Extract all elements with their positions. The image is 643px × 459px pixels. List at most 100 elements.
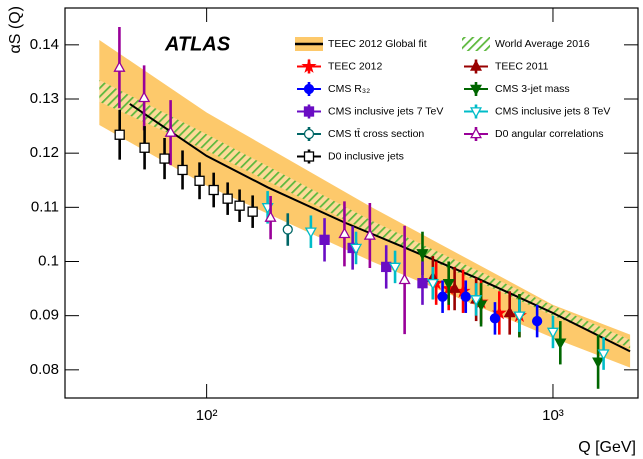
data-point — [304, 215, 317, 248]
legend-entry: CMS tt̄ cross section — [297, 127, 424, 141]
marker — [303, 151, 315, 162]
marker — [139, 142, 150, 153]
marker — [247, 206, 258, 217]
data-point — [113, 26, 126, 109]
legend-label: D0 angular correlations — [495, 128, 604, 140]
legend: TEEC 2012 Global fit World Average 2016 TE… — [295, 37, 610, 164]
marker — [470, 107, 482, 119]
legend-entry: CMS inclusive jets 7 TeV — [297, 104, 443, 119]
data-point — [264, 195, 277, 240]
marker — [159, 153, 170, 164]
data-point — [177, 150, 188, 190]
marker — [460, 291, 471, 302]
marker — [546, 327, 559, 339]
data-point — [319, 218, 330, 262]
data-point — [470, 283, 483, 316]
legend-entry: CMS 3-jet mass — [464, 82, 570, 96]
x-axis-label: Q [GeV] — [578, 439, 636, 456]
legend-label: World Average 2016 — [495, 38, 590, 50]
data-point — [208, 172, 219, 208]
data-point — [426, 266, 439, 300]
data-point — [222, 182, 233, 215]
marker — [319, 234, 330, 245]
data-point — [503, 291, 516, 335]
marker — [592, 357, 605, 369]
marker — [138, 91, 151, 103]
legend-entry: TEEC 2011 — [464, 59, 549, 74]
marker — [489, 313, 501, 324]
marker — [303, 128, 315, 140]
data-point — [398, 225, 411, 335]
marker — [208, 184, 219, 196]
data-point — [247, 195, 258, 228]
data-point — [531, 304, 543, 338]
data-point — [597, 337, 610, 370]
data-point — [388, 250, 402, 284]
data-point — [159, 138, 170, 180]
marker — [416, 249, 429, 261]
data-point — [338, 201, 351, 267]
data-point — [138, 65, 151, 131]
data-point — [460, 280, 471, 313]
legend-entry: CMS R₃₂ — [297, 82, 370, 96]
legend-label: TEEC 2012 — [328, 60, 382, 72]
marker — [222, 193, 233, 204]
legend-entry: D0 inclusive jets — [297, 149, 404, 164]
legend-label: CMS tt̄ cross section — [328, 127, 424, 139]
legend-label: CMS R₃₂ — [328, 83, 370, 95]
legend-label: CMS inclusive jets 8 TeV — [495, 105, 610, 117]
data-point — [282, 213, 293, 246]
data-point — [350, 231, 363, 265]
marker — [470, 295, 483, 307]
data-point — [139, 126, 150, 170]
marker — [513, 311, 526, 323]
data-point — [234, 189, 245, 222]
legend-label: CMS inclusive jets 7 TeV — [328, 105, 443, 117]
legend-label: CMS 3-jet mass — [495, 83, 570, 95]
marker — [113, 60, 126, 72]
marker — [164, 125, 177, 137]
data-point — [363, 203, 376, 268]
marker — [301, 58, 317, 73]
marker — [234, 200, 245, 211]
y-tick-label: 0.09 — [30, 307, 59, 324]
y-tick-label: 0.13 — [30, 90, 59, 107]
marker — [470, 84, 482, 96]
data-point — [417, 261, 428, 305]
y-tick-label: 0.14 — [30, 36, 59, 53]
data-point — [194, 162, 205, 200]
marker — [503, 306, 516, 318]
data-point — [448, 266, 461, 311]
marker — [303, 83, 315, 95]
data-point — [546, 315, 559, 349]
marker — [282, 224, 293, 235]
marker — [417, 278, 428, 289]
y-tick-label: 0.12 — [30, 144, 59, 161]
data-point — [489, 302, 501, 335]
y-tick-label: 0.1 — [38, 252, 59, 269]
marker — [597, 349, 610, 361]
marker — [303, 106, 315, 117]
data-point — [554, 321, 567, 365]
legend-swatch — [462, 37, 490, 51]
marker — [398, 273, 411, 285]
data-point — [437, 280, 448, 313]
legend-label: TEEC 2012 Global fit — [328, 38, 427, 50]
data-point — [592, 334, 605, 389]
legend-entry: TEEC 2012 — [297, 58, 382, 74]
marker — [194, 175, 205, 186]
marker — [363, 228, 376, 240]
marker — [474, 300, 488, 312]
marker — [448, 281, 461, 293]
x-tick-label: 10² — [196, 407, 218, 424]
data-point — [381, 245, 392, 289]
data-point — [474, 283, 488, 327]
marker — [388, 262, 402, 274]
marker — [304, 227, 317, 239]
marker — [338, 227, 351, 239]
data-point — [164, 100, 177, 166]
marker — [531, 315, 543, 327]
y-axis-label: αS (Q) — [7, 6, 24, 53]
legend-entry: CMS inclusive jets 8 TeV — [464, 104, 610, 119]
y-tick-label: 0.11 — [31, 198, 59, 215]
